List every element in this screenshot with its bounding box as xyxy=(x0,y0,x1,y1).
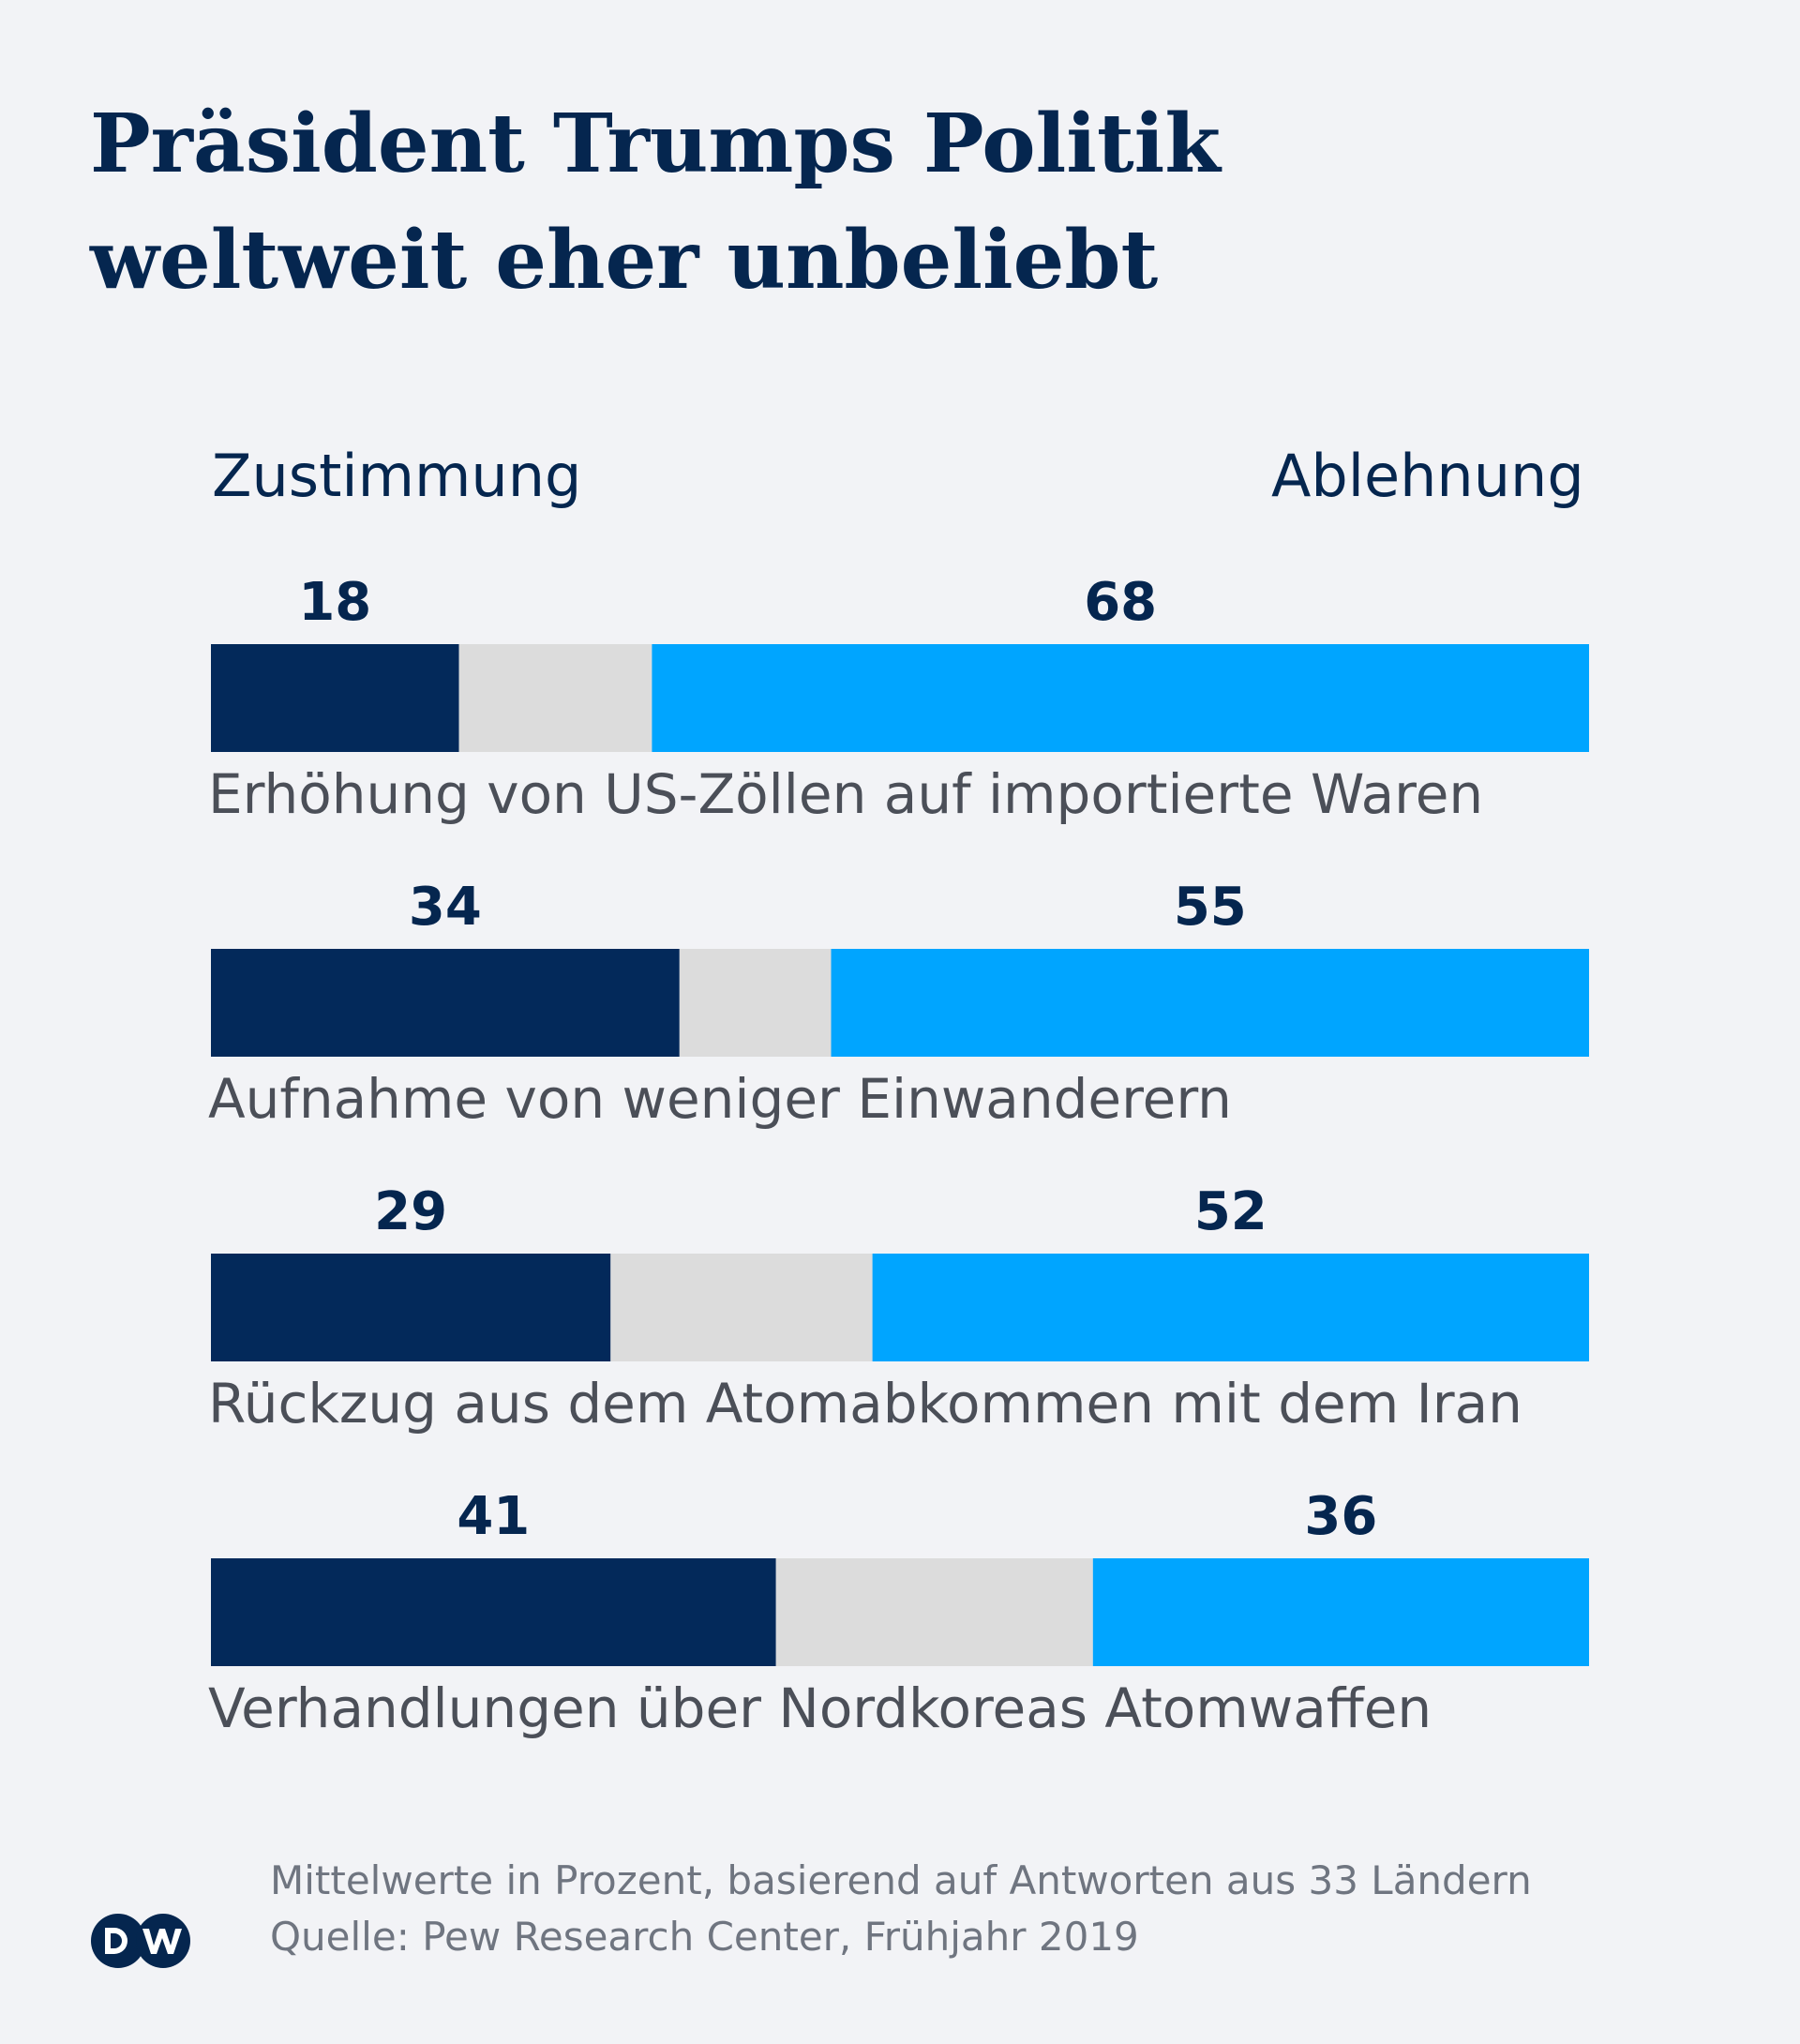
chart-title-line-2: weltweit eher unbeliebt xyxy=(90,213,1159,308)
value-label-reject: 55 xyxy=(1174,877,1247,938)
value-label-reject: 36 xyxy=(1304,1486,1377,1547)
bar-segment-neutral xyxy=(679,949,832,1057)
bar-segment-reject xyxy=(872,1254,1589,1361)
bar-segment-neutral xyxy=(775,1558,1093,1666)
bar-segment-approve xyxy=(211,1558,776,1666)
bar-segment-approve xyxy=(211,1254,611,1361)
category-label: Verhandlungen über Nordkoreas Atomwaffen xyxy=(208,1676,1432,1740)
value-label-approve: 29 xyxy=(374,1181,447,1242)
value-label-approve: 41 xyxy=(457,1486,530,1547)
footnote-line-2: Quelle: Pew Research Center, Frühjahr 20… xyxy=(270,1914,1139,1960)
chart-title-line-1: Präsident Trumps Politik xyxy=(90,97,1221,191)
bar-segment-approve xyxy=(211,949,680,1057)
bar-segment-approve xyxy=(211,644,459,752)
bar-row: 29 52 Rückzug aus dem Atomabkommen mit dem… xyxy=(208,1181,1589,1435)
category-label: Erhöhung von US-Zöllen auf importierte W… xyxy=(208,762,1483,826)
bar-segment-neutral xyxy=(458,644,652,752)
bar-segment-reject xyxy=(1092,1558,1589,1666)
bar-segment-reject xyxy=(652,644,1589,752)
dw-logo-icon xyxy=(91,1914,190,1968)
footnote-line-1: Mittelwerte in Prozent, basierend auf An… xyxy=(270,1857,1532,1903)
footnote: Mittelwerte in Prozent, basierend auf An… xyxy=(270,1853,1532,1965)
bar-row: 41 36 Verhandlungen über Nordkoreas Atomwa… xyxy=(208,1486,1589,1740)
value-label-approve: 18 xyxy=(298,572,371,633)
category-label: Rückzug aus dem Atomabkommen mit dem Ira… xyxy=(208,1372,1522,1435)
bar-segment-neutral xyxy=(610,1254,873,1361)
bar-segment-reject xyxy=(831,949,1589,1057)
legend-approve: Zustimmung xyxy=(212,442,582,510)
value-label-approve: 34 xyxy=(409,877,482,938)
legend-reject: Ablehnung xyxy=(1271,442,1584,510)
chart-title: Präsident Trumps Politik weltweit eher u… xyxy=(90,86,1684,319)
bar-row: 18 68 Erhöhung von US-Zöllen auf importier… xyxy=(208,572,1589,826)
value-label-reject: 52 xyxy=(1194,1181,1268,1242)
category-label: Aufnahme von weniger Einwanderern xyxy=(208,1067,1232,1131)
bar-row: 34 55 Aufnahme von weniger Einwanderern xyxy=(208,877,1589,1131)
value-label-reject: 68 xyxy=(1084,572,1157,633)
stacked-bar-chart: 18 68 Erhöhung von US-Zöllen auf importier… xyxy=(208,572,1589,1740)
